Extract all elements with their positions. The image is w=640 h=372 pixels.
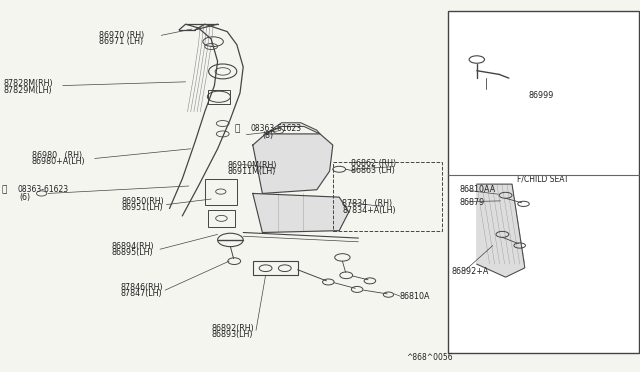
Text: 86879: 86879 — [460, 198, 484, 207]
Bar — [208, 90, 230, 104]
Text: 86810A: 86810A — [400, 292, 431, 301]
Bar — [253, 261, 298, 275]
Text: Ⓢ: Ⓢ — [1, 185, 6, 194]
Text: (8): (8) — [262, 131, 273, 140]
Text: 86971 (LH): 86971 (LH) — [99, 37, 143, 46]
Text: Ⓢ: Ⓢ — [235, 124, 240, 133]
Text: 86892(RH): 86892(RH) — [211, 324, 254, 333]
Text: 86862 (RH): 86862 (RH) — [351, 159, 396, 168]
Bar — [205, 179, 237, 205]
Text: 86999: 86999 — [528, 92, 554, 100]
Text: 86980+A(LH): 86980+A(LH) — [32, 157, 86, 166]
Text: 86894(RH): 86894(RH) — [112, 242, 155, 251]
Text: 86895(LH): 86895(LH) — [112, 248, 154, 257]
Polygon shape — [477, 184, 525, 277]
Bar — [333, 162, 442, 231]
Polygon shape — [253, 134, 333, 193]
Bar — [208, 210, 235, 227]
Text: 08363-61623: 08363-61623 — [17, 185, 68, 194]
Text: 86950(RH): 86950(RH) — [122, 197, 164, 206]
Text: 86810AA: 86810AA — [460, 185, 496, 194]
Text: (6): (6) — [19, 193, 30, 202]
Text: 86970 (RH): 86970 (RH) — [99, 31, 145, 40]
Polygon shape — [266, 123, 320, 134]
Text: 86980   (RH): 86980 (RH) — [32, 151, 82, 160]
Text: 87846(RH): 87846(RH) — [120, 283, 163, 292]
Polygon shape — [253, 193, 349, 232]
Text: 87829M(LH): 87829M(LH) — [3, 86, 52, 94]
Text: 87834   (RH): 87834 (RH) — [342, 199, 392, 208]
Text: F/CHILD SEAT: F/CHILD SEAT — [517, 175, 568, 184]
Text: 08363-61623: 08363-61623 — [251, 124, 302, 133]
Text: 87828M(RH): 87828M(RH) — [3, 79, 53, 88]
Text: 87834+A(LH): 87834+A(LH) — [342, 206, 396, 215]
Text: 86951(LH): 86951(LH) — [122, 203, 163, 212]
Text: 86863 (LH): 86863 (LH) — [351, 166, 395, 174]
Text: ^868^0056: ^868^0056 — [406, 353, 453, 362]
Text: 86911M(LH): 86911M(LH) — [227, 167, 276, 176]
Text: 86892+A: 86892+A — [452, 267, 489, 276]
Text: 86893(LH): 86893(LH) — [211, 330, 253, 339]
Text: 87847(LH): 87847(LH) — [120, 289, 162, 298]
Text: 86910M(RH): 86910M(RH) — [227, 161, 276, 170]
Bar — [448, 11, 639, 353]
